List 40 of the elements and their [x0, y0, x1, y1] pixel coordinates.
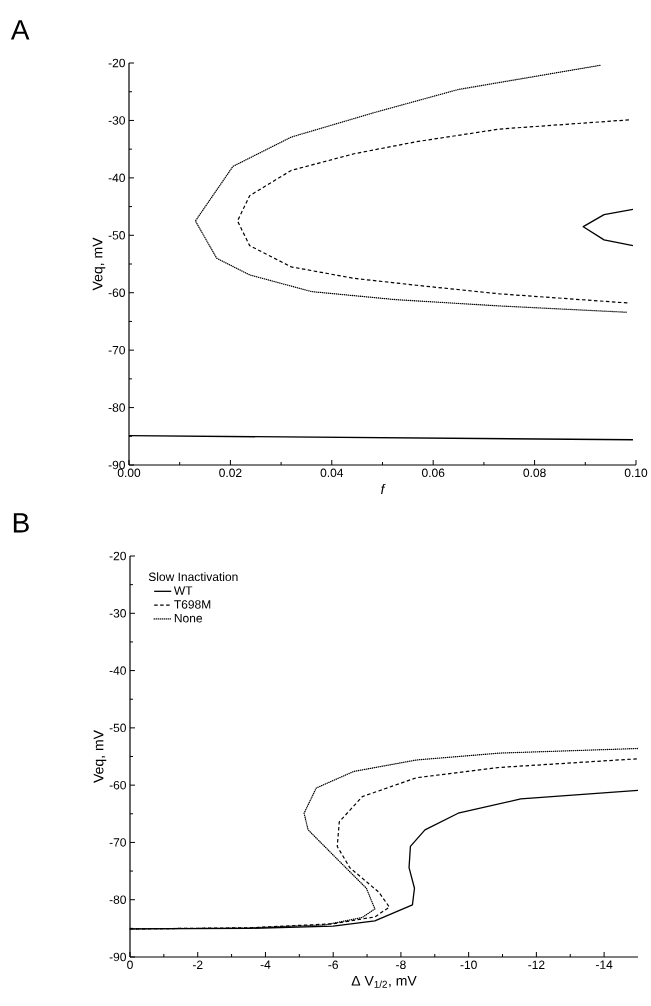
y-tick-label: -40	[108, 173, 125, 183]
y-axis-title: Veq, mV	[92, 237, 106, 291]
x-tick-label: 0.08	[523, 468, 546, 478]
x-tick-label: -10	[460, 960, 477, 970]
x-tick-label: 0.02	[219, 468, 242, 478]
y-tick-label: -90	[108, 460, 125, 470]
x-tick-label: 0.04	[320, 468, 344, 478]
x-tick-label: 0.00	[117, 468, 141, 478]
x-tick-label: 0.10	[624, 468, 648, 478]
y-tick-label: -40	[109, 666, 126, 675]
x-tick-label: -2	[192, 960, 203, 969]
y-tick-label: -20	[108, 58, 125, 68]
y-tick-label: -60	[108, 288, 125, 297]
legend-label: None	[174, 614, 203, 623]
y-tick-label: -30	[109, 609, 126, 618]
x-tick-label: -12	[528, 960, 545, 969]
x-tick-label: 0	[127, 960, 133, 970]
x-tick-label: -6	[328, 960, 338, 970]
y-tick-label: -50	[109, 723, 126, 733]
x-tick-label: -4	[260, 960, 271, 969]
x-tick-label: 0.06	[421, 468, 445, 478]
y-tick-label: -30	[108, 116, 125, 125]
x-axis-title: Δ V$_{1/2}$, mV	[351, 975, 417, 988]
y-tick-label: -70	[109, 838, 126, 847]
x-axis-title: f	[381, 483, 386, 495]
x-tick-label: -14	[595, 960, 613, 969]
y-tick-label: -80	[109, 895, 126, 904]
y-tick-label: -20	[109, 551, 126, 561]
y-axis-title: Veq, mV	[93, 730, 107, 783]
y-tick-label: -50	[108, 231, 125, 240]
y-tick-label: -70	[108, 345, 125, 355]
y-tick-label: -80	[108, 403, 125, 412]
chart-title: B	[13, 513, 29, 533]
legend-label: T698M	[174, 600, 211, 609]
y-tick-label: -60	[109, 780, 126, 790]
y-tick-label: -90	[109, 952, 126, 962]
legend-title: Slow Inactivation	[148, 572, 238, 582]
chart-title: A	[10, 20, 30, 40]
x-tick-label: -8	[396, 960, 406, 970]
legend-label: WT	[173, 586, 193, 595]
